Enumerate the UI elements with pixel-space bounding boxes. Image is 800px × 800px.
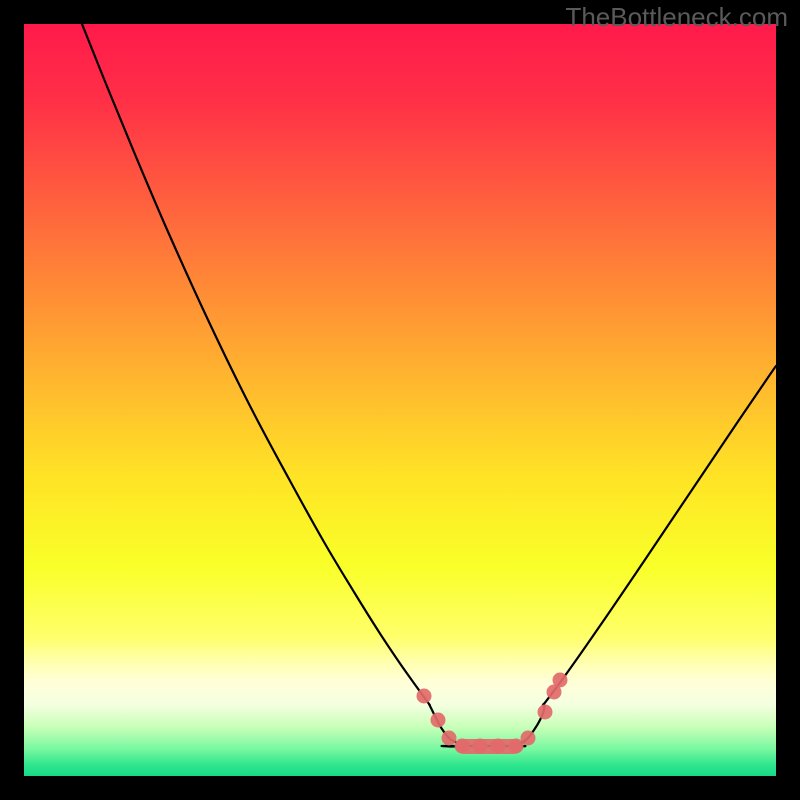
- watermark-text: TheBottleneck.com: [565, 2, 788, 33]
- curve-marker: [431, 713, 446, 728]
- curve-marker: [521, 731, 536, 746]
- chart-svg: [24, 24, 776, 776]
- plot-area: [24, 24, 776, 776]
- curve-marker: [442, 731, 457, 746]
- curve-marker: [538, 705, 553, 720]
- bottleneck-curve: [82, 24, 776, 747]
- curve-marker: [473, 739, 488, 754]
- curve-marker: [553, 673, 568, 688]
- curve-marker: [455, 739, 470, 754]
- curve-marker: [417, 689, 432, 704]
- curve-marker: [491, 739, 506, 754]
